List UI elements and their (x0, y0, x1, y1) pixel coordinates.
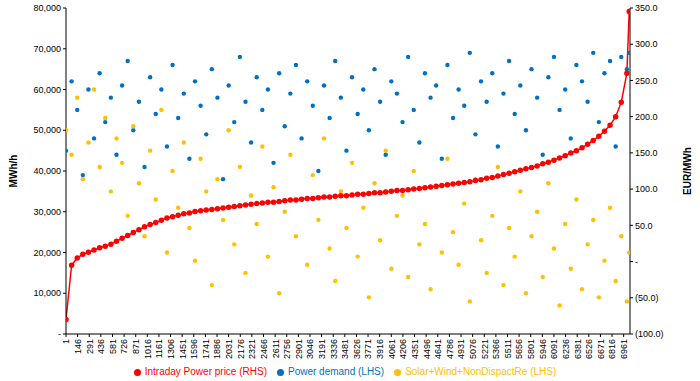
svg-text:1016: 1016 (143, 339, 153, 359)
svg-text:6091: 6091 (549, 339, 559, 359)
svg-text:726: 726 (119, 339, 129, 354)
svg-text:80,000: 80,000 (33, 3, 61, 13)
svg-text:2466: 2466 (259, 339, 269, 359)
svg-text:1161: 1161 (154, 339, 164, 358)
svg-text:291: 291 (85, 339, 95, 354)
svg-text:60,000: 60,000 (33, 85, 61, 95)
svg-text:50,000: 50,000 (33, 125, 61, 135)
svg-text:6526: 6526 (584, 339, 594, 359)
svg-text:5946: 5946 (538, 339, 548, 359)
svg-text:5511: 5511 (503, 339, 513, 358)
svg-text:3336: 3336 (329, 339, 339, 359)
svg-text:(100.0): (100.0) (635, 329, 664, 339)
svg-text:2611: 2611 (271, 339, 281, 358)
svg-text:6381: 6381 (573, 339, 583, 359)
html-text:Intraday Power price (RHS): Intraday Power price (RHS) (144, 366, 267, 377)
svg-text:146: 146 (73, 339, 83, 354)
svg-text:100.0: 100.0 (635, 184, 658, 194)
html-text:Solar+Wind+NonDispactRe (LHS): Solar+Wind+NonDispactRe (LHS) (405, 366, 557, 377)
svg-text:871: 871 (131, 339, 141, 354)
svg-text:6236: 6236 (561, 339, 571, 359)
svg-text:3191: 3191 (317, 339, 327, 359)
svg-text:4496: 4496 (422, 339, 432, 359)
svg-text:200.0: 200.0 (635, 112, 658, 122)
svg-text:-: - (58, 329, 61, 339)
svg-text:1741: 1741 (201, 339, 211, 359)
svg-text:4786: 4786 (445, 339, 455, 359)
svg-text:2901: 2901 (294, 339, 304, 359)
svg-text:350.0: 350.0 (635, 3, 658, 13)
svg-text:3771: 3771 (363, 339, 373, 359)
svg-text:2176: 2176 (236, 339, 246, 359)
svg-text:436: 436 (96, 339, 106, 354)
svg-text:5366: 5366 (491, 339, 501, 359)
svg-text:10,000: 10,000 (33, 288, 61, 298)
svg-text:-: - (635, 257, 638, 267)
svg-text:1306: 1306 (166, 339, 176, 359)
svg-text:2321: 2321 (247, 339, 257, 359)
svg-text:5221: 5221 (480, 339, 490, 359)
svg-text:3916: 3916 (375, 339, 385, 359)
svg-text:1: 1 (61, 339, 71, 344)
svg-text:4931: 4931 (456, 339, 466, 359)
svg-text:4206: 4206 (398, 339, 408, 359)
svg-text:3481: 3481 (340, 339, 350, 359)
svg-text:250.0: 250.0 (635, 76, 658, 86)
svg-text:5801: 5801 (526, 339, 536, 359)
svg-text:3626: 3626 (352, 339, 362, 359)
svg-text:(50.0): (50.0) (635, 293, 659, 303)
svg-text:20,000: 20,000 (33, 248, 61, 258)
svg-text:40,000: 40,000 (33, 166, 61, 176)
svg-text:581: 581 (108, 339, 118, 354)
svg-text:2756: 2756 (282, 339, 292, 359)
svg-text:4641: 4641 (433, 339, 443, 359)
svg-text:6671: 6671 (596, 339, 606, 359)
svg-text:50.0: 50.0 (635, 221, 653, 231)
svg-text:3046: 3046 (305, 339, 315, 359)
svg-text:EUR/MWh: EUR/MWh (682, 147, 692, 195)
svg-text:300.0: 300.0 (635, 39, 658, 49)
svg-text:5656: 5656 (514, 339, 524, 359)
svg-text:MWh/h: MWh/h (8, 155, 19, 188)
svg-text:1596: 1596 (189, 339, 199, 359)
svg-text:1886: 1886 (212, 339, 222, 359)
html-text:Power demand (LHS): Power demand (LHS) (288, 366, 385, 377)
svg-text:30,000: 30,000 (33, 207, 61, 217)
svg-text:2031: 2031 (224, 339, 234, 359)
svg-text:5076: 5076 (468, 339, 478, 359)
svg-text:4351: 4351 (410, 339, 420, 359)
svg-text:150.0: 150.0 (635, 148, 658, 158)
svg-text:1451: 1451 (178, 339, 188, 359)
svg-text:6961: 6961 (619, 339, 629, 359)
svg-text:6816: 6816 (607, 339, 617, 359)
svg-text:4061: 4061 (387, 339, 397, 359)
svg-text:70,000: 70,000 (33, 44, 61, 54)
